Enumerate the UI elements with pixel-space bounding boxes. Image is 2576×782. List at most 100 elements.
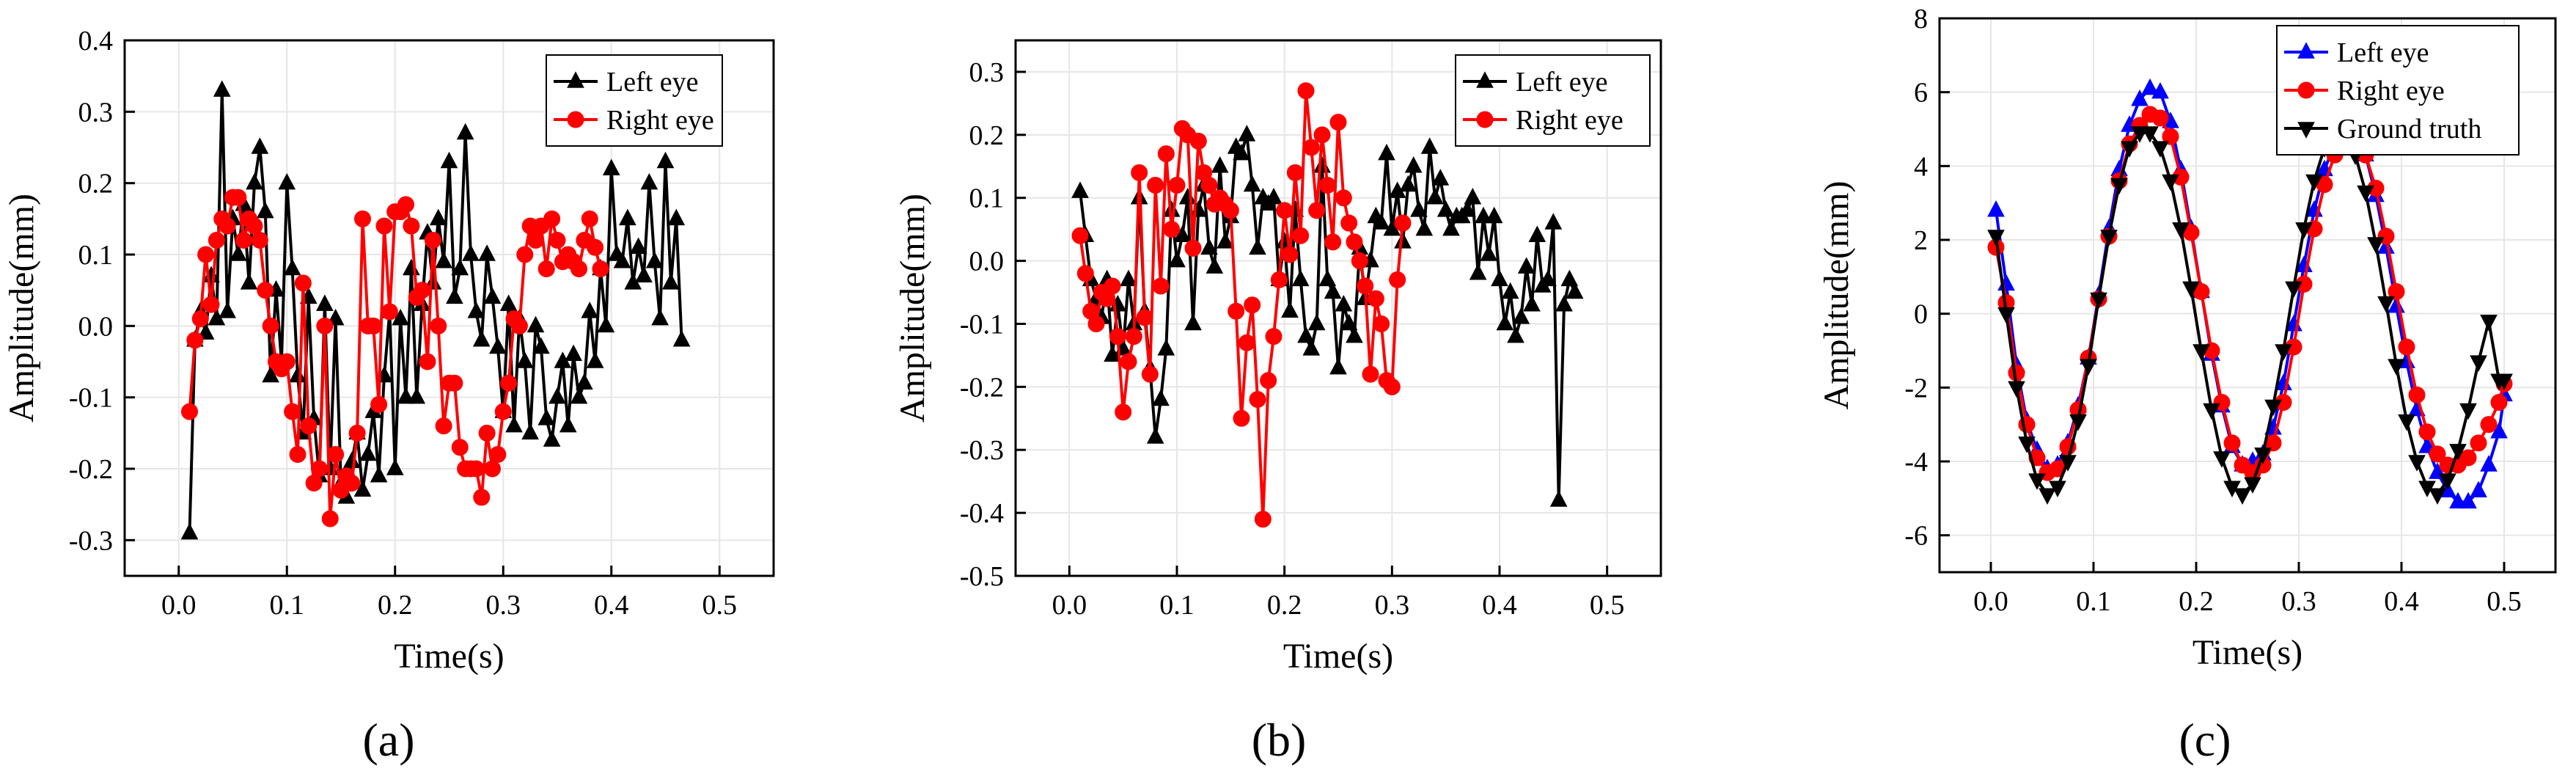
panel-a-data-point: [392, 308, 409, 326]
panel-c-xtick-label: 0.1: [2076, 586, 2111, 617]
panel-a-ytick-label: -0.2: [69, 454, 113, 485]
panel-c-data-point: [2223, 434, 2241, 452]
panel-b-data-point: [1222, 202, 1239, 219]
panel-a-data-point: [521, 423, 539, 440]
panel-c-data-point: [2141, 126, 2159, 143]
panel-b-xtick-label: 0.4: [1482, 590, 1517, 621]
panel-b-data-point: [1120, 353, 1137, 370]
panel-a-data-point: [419, 353, 436, 370]
panel-c-data-point: [2264, 399, 2282, 417]
panel-a-ytick-label: 0.2: [78, 169, 114, 200]
panel-a-data-point: [305, 474, 323, 492]
panel-a-data-point: [597, 315, 615, 333]
panel-b-data-point: [1362, 365, 1379, 383]
panel-b-data-point: [1340, 214, 1358, 232]
panel-b-data-point: [1313, 156, 1331, 173]
caption-c: (c): [2179, 714, 2231, 766]
panel-b-xtick-label: 0.2: [1267, 590, 1302, 621]
panel-c-legend-swatch-marker: [2297, 42, 2315, 59]
panel-a-data-point: [581, 302, 599, 318]
panel-a-data-point: [581, 210, 598, 227]
panel-c-data-point: [2459, 403, 2477, 420]
panel-a-data-point: [342, 451, 361, 469]
panel-c-data-point: [2398, 414, 2415, 431]
panel-a-data-point: [283, 258, 301, 276]
panel-c-legend-label: Left eye: [2337, 37, 2429, 68]
panel-b-data-point: [1335, 189, 1352, 207]
panel-a-data-point: [672, 330, 691, 347]
panel-c-data-point: [2459, 449, 2477, 467]
panel-b-series-right-eye: [1071, 82, 1412, 528]
panel-c-ytick-label: 4: [1914, 151, 1928, 182]
panel-b-data-point: [1243, 175, 1261, 192]
panel-a-data-point: [467, 460, 485, 478]
panel-b-legend-label: Right eye: [1516, 105, 1623, 136]
panel-a-data-point: [202, 296, 220, 313]
panel-b-data-point: [1442, 219, 1460, 236]
panel-a-data-point: [430, 317, 447, 335]
panel-a-legend-label: Right eye: [606, 105, 714, 136]
panel-a-xtick-label: 0.1: [270, 590, 305, 621]
panel-b-data-point: [1367, 290, 1384, 307]
panel-c-legend-swatch-marker: [2297, 122, 2315, 139]
panel-c-data-point: [2408, 455, 2426, 472]
panel-a-ytick-label: -0.3: [69, 525, 113, 556]
panel-b-data-point: [1539, 269, 1557, 287]
panel-b-data-point: [1206, 257, 1224, 274]
panel-c-data-point: [2480, 314, 2498, 332]
panel-b-data-point: [1115, 403, 1132, 421]
panel-a-data-point: [635, 266, 653, 282]
panel-a-data-point: [565, 344, 582, 362]
panel-a-data-point: [343, 474, 361, 492]
panel-a-data-point: [499, 294, 518, 311]
panel-b-data-point: [1281, 246, 1299, 263]
panel-c-data-point: [2141, 78, 2159, 95]
panel-a-data-point: [262, 317, 279, 335]
panel-b-legend-swatch-marker: [1476, 111, 1494, 128]
panel-c-data-point: [2028, 473, 2046, 490]
panel-c-data-point: [2172, 222, 2190, 239]
panel-a-data-point: [294, 274, 312, 292]
panel-a-data-point: [516, 246, 534, 263]
panel-b-data-point: [1491, 269, 1508, 287]
panel-c-data-point: [2439, 473, 2456, 490]
panel-a-data-point: [586, 351, 604, 368]
panel-b-data-point: [1076, 265, 1094, 282]
panel-a-data-point: [284, 403, 301, 420]
panel-b-data-point: [1297, 326, 1315, 343]
panel-b-data-point: [1270, 271, 1288, 288]
panel-b-data-point: [1254, 511, 1272, 528]
panel-a-series-right-eye: [181, 189, 609, 527]
panel-b-data-point: [1152, 389, 1170, 406]
panel-a-legend-swatch-marker: [567, 111, 584, 128]
panel-b-ytick-label: -0.3: [960, 435, 1004, 466]
panel-c-legend-label: Ground truth: [2337, 114, 2481, 145]
panel-b-data-point: [1404, 156, 1423, 173]
panel-b-data-point: [1351, 252, 1368, 270]
panel-a-data-point: [478, 424, 496, 442]
panel-c-data-point: [2470, 480, 2487, 498]
panel-a-data-point: [197, 246, 215, 263]
panel-a-data-point: [527, 232, 544, 249]
panel-b-data-point: [1372, 213, 1390, 230]
panel-c-data-point: [2192, 344, 2210, 361]
panel-a-data-point: [219, 217, 236, 235]
panel-a-data-point: [602, 158, 620, 175]
panel-a-data-point: [311, 460, 328, 478]
panel-c-data-point: [2495, 373, 2513, 390]
panel-a-data-point: [348, 424, 366, 442]
panel-a-data-point: [515, 351, 534, 368]
panel-b-data-point: [1291, 269, 1310, 287]
panel-c-data-point: [2069, 414, 2087, 431]
panel-a-data-point: [289, 446, 307, 464]
panel-b-data-point: [1507, 326, 1524, 343]
panel-b-data-point: [1244, 296, 1261, 314]
panel-a-data-point: [403, 217, 420, 235]
panel-c-ytick-label: -6: [1904, 521, 1928, 552]
panel-b-data-point: [1560, 269, 1579, 287]
panel-b-data-point: [1512, 307, 1530, 324]
panel-a-data-point: [592, 260, 609, 277]
panel-a-data-point: [570, 260, 587, 277]
panel-b-ytick-label: 0.1: [969, 183, 1005, 214]
panel-b-data-point: [1104, 277, 1121, 295]
